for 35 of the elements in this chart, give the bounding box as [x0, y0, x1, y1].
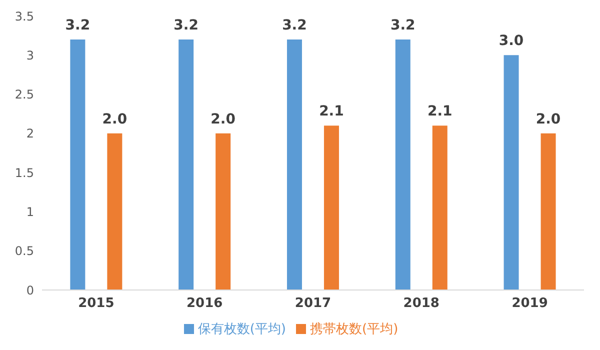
- bar: [395, 39, 410, 290]
- data-label: 3.2: [174, 17, 198, 34]
- x-tick-label: 2017: [294, 296, 332, 312]
- data-label: 2.1: [319, 104, 344, 120]
- bar: [178, 39, 194, 290]
- legend-label: 携帯枚数(平均): [310, 322, 398, 337]
- x-tick-label: 2018: [403, 296, 440, 312]
- y-tick-label: 3: [26, 48, 34, 62]
- data-label: 2.0: [536, 111, 561, 128]
- data-label: 3.0: [498, 33, 524, 50]
- bar: [70, 39, 86, 290]
- bar: [504, 55, 519, 290]
- bar: [432, 126, 448, 290]
- y-tick-label: 0: [26, 283, 34, 298]
- data-label: 2.0: [210, 111, 236, 128]
- data-label: 2.0: [102, 111, 128, 128]
- legend-label: 保有枚数(平均): [198, 322, 286, 337]
- bar: [107, 133, 122, 290]
- y-tick-label: 1: [26, 204, 34, 219]
- bar: [540, 133, 556, 290]
- bar: [286, 39, 302, 290]
- y-tick-label: 2.5: [14, 88, 34, 102]
- y-tick-label: 2: [26, 126, 34, 141]
- bar: [216, 133, 231, 290]
- data-label: 3.2: [65, 17, 90, 34]
- x-tick-label: 2019: [512, 296, 548, 312]
- y-tick-label: 3.5: [14, 9, 34, 24]
- y-tick-label: 1.5: [14, 166, 34, 180]
- data-label: 3.2: [282, 17, 307, 34]
- data-label: 3.2: [390, 17, 416, 34]
- x-tick-label: 2015: [78, 296, 114, 312]
- data-label: 2.1: [427, 104, 452, 120]
- x-tick-label: 2016: [186, 296, 223, 312]
- bar: [324, 126, 339, 290]
- y-tick-label: 0.5: [14, 244, 34, 258]
